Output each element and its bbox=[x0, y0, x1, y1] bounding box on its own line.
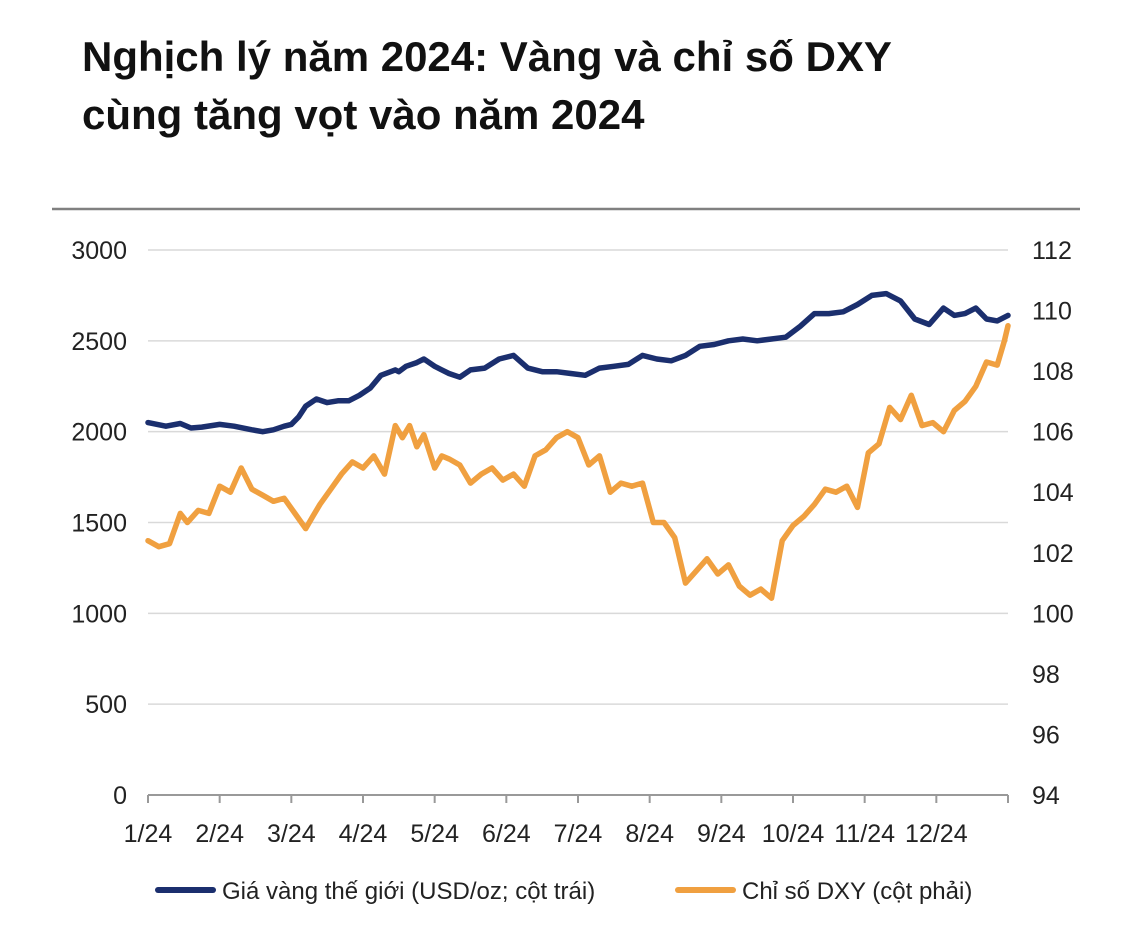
gridlines bbox=[148, 249, 1008, 705]
right-tick-label: 110 bbox=[1032, 298, 1072, 326]
legend-item-gold: Giá vàng thế giới (USD/oz; cột trái) bbox=[155, 878, 595, 905]
x-tick-label: 4/24 bbox=[339, 820, 388, 848]
left-tick-label: 2500 bbox=[71, 328, 127, 356]
x-tick-label: 2/24 bbox=[195, 820, 244, 848]
x-tick-label: 7/24 bbox=[554, 820, 603, 848]
right-tick-label: 96 bbox=[1032, 721, 1060, 749]
left-tick-label: 1000 bbox=[71, 600, 127, 628]
x-tick-label: 3/24 bbox=[267, 820, 316, 848]
x-tick-label: 8/24 bbox=[625, 820, 674, 848]
left-tick-label: 1500 bbox=[71, 510, 127, 538]
x-tick-label: 9/24 bbox=[697, 820, 746, 848]
right-tick-label: 94 bbox=[1032, 782, 1060, 810]
dxy-index-line bbox=[145, 322, 1011, 601]
x-axis: 1/24 2/24 3/24 4/24 5/24 6/24 7/24 8/24 9/24 10/2… bbox=[124, 794, 1009, 848]
right-tick-label: 104 bbox=[1032, 479, 1074, 507]
legend-label: Chỉ số DXY (cột phải) bbox=[742, 878, 972, 905]
legend-item-dxy: Chỉ số DXY (cột phải) bbox=[675, 878, 972, 905]
legend: Giá vàng thế giới (USD/oz; cột trái) Chỉ … bbox=[155, 878, 972, 905]
right-tick-label: 112 bbox=[1032, 237, 1072, 265]
right-tick-label: 108 bbox=[1032, 358, 1074, 386]
series-lines bbox=[145, 290, 1011, 601]
right-tick-label: 100 bbox=[1032, 600, 1074, 628]
x-tick-label: 10/24 bbox=[762, 820, 825, 848]
right-axis-tick-labels: 112 110 108 106 104 102 100 98 96 94 bbox=[1032, 237, 1074, 810]
chart-title-line-1: Nghịch lý năm 2024: Vàng và chỉ số DXY bbox=[82, 33, 892, 80]
legend-label: Giá vàng thế giới (USD/oz; cột trái) bbox=[222, 878, 595, 905]
chart-title-line-2: cùng tăng vọt vào năm 2024 bbox=[82, 91, 645, 138]
x-tick-label: 12/24 bbox=[905, 820, 968, 848]
right-tick-label: 98 bbox=[1032, 661, 1060, 689]
x-tick-label: 6/24 bbox=[482, 820, 531, 848]
gold-price-line bbox=[145, 290, 1011, 435]
left-tick-label: 3000 bbox=[71, 237, 127, 265]
x-tick-label: 5/24 bbox=[410, 820, 459, 848]
chart-title: Nghịch lý năm 2024: Vàng và chỉ số DXY c… bbox=[82, 28, 1082, 144]
left-tick-label: 0 bbox=[113, 782, 127, 810]
x-tick-label: 1/24 bbox=[124, 820, 173, 848]
x-tick-label: 11/24 bbox=[834, 820, 895, 848]
left-axis-tick-labels: 3000 2500 2000 1500 1000 500 0 bbox=[71, 237, 127, 810]
right-tick-label: 102 bbox=[1032, 540, 1074, 568]
left-tick-label: 500 bbox=[85, 691, 127, 719]
left-tick-label: 2000 bbox=[71, 419, 127, 447]
right-tick-label: 106 bbox=[1032, 419, 1074, 447]
